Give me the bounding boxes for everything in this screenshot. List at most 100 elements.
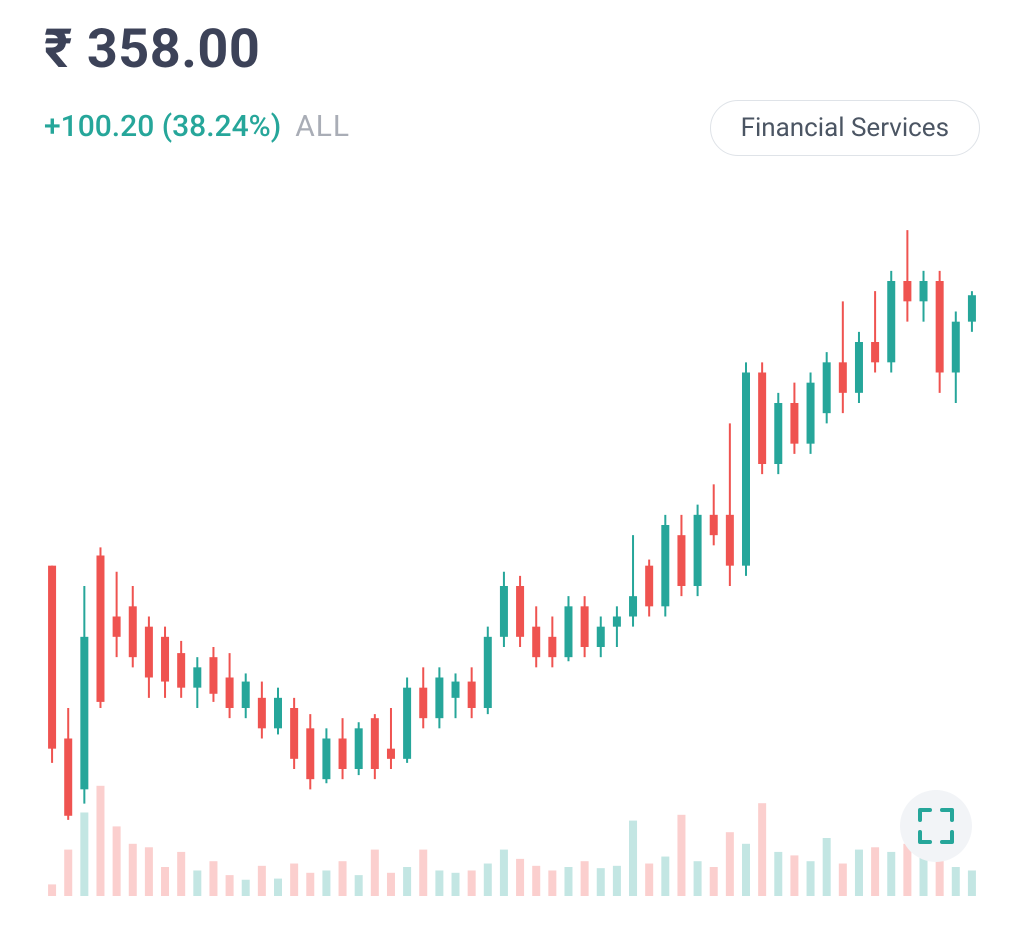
expand-icon (916, 806, 956, 846)
current-price: ₹ 358.00 (44, 18, 980, 81)
candle-body (500, 586, 508, 637)
candle-body (661, 525, 669, 606)
volume-bar (129, 844, 137, 896)
candle-body (645, 566, 653, 607)
candle-body (435, 678, 443, 719)
candle-body (274, 698, 282, 729)
volume-bar (774, 852, 782, 896)
candle-body (548, 637, 556, 657)
volume-bar (226, 875, 234, 896)
volume-bar (952, 867, 960, 896)
candle-body (161, 637, 169, 682)
volume-bar (452, 873, 460, 896)
candle-body (242, 682, 250, 708)
candle-body (694, 515, 702, 586)
volume-bar (645, 864, 653, 896)
volume-bar (871, 847, 879, 896)
sector-tag[interactable]: Financial Services (710, 100, 980, 156)
candle-body (774, 403, 782, 464)
volume-bar (839, 864, 847, 896)
time-period-label[interactable]: ALL (295, 109, 350, 144)
candle-body (936, 281, 944, 373)
candle-body (871, 342, 879, 362)
volume-bar (145, 847, 153, 896)
candle-body (48, 566, 56, 749)
candle-body (129, 606, 137, 657)
expand-chart-button[interactable] (900, 790, 972, 862)
volume-bar (887, 852, 895, 896)
candlestick-chart-svg[interactable] (44, 220, 980, 896)
volume-bar (548, 870, 556, 896)
candle-body (226, 678, 234, 709)
volume-bar (516, 859, 524, 896)
candle-body (64, 739, 72, 816)
candle-body (306, 728, 314, 779)
volume-bar (177, 852, 185, 896)
volume-bar (403, 867, 411, 896)
volume-bar (790, 855, 798, 896)
volume-bar (371, 850, 379, 896)
candle-body (209, 657, 217, 694)
candle-body (532, 627, 540, 658)
candle-body (80, 637, 88, 790)
candle-body (742, 373, 750, 566)
candle-body (177, 653, 185, 688)
candle-body (290, 708, 298, 759)
volume-bar (290, 864, 298, 896)
candle-body (387, 749, 395, 759)
candle-body (258, 698, 266, 729)
volume-bar (274, 879, 282, 896)
candle-body (726, 515, 734, 566)
candle-body (823, 362, 831, 413)
volume-bar (209, 861, 217, 896)
volume-bar (564, 867, 572, 896)
candle-body (790, 403, 798, 444)
volume-bar (710, 867, 718, 896)
volume-bar (322, 870, 330, 896)
candle-body (564, 606, 572, 657)
volume-bar (306, 873, 314, 896)
candle-body (839, 362, 847, 393)
volume-bar (468, 870, 476, 896)
volume-bar (726, 832, 734, 896)
volume-bar (968, 870, 976, 896)
volume-bar (161, 867, 169, 896)
volume-bar (613, 866, 621, 896)
stock-chart-screen: ₹ 358.00 +100.20 (38.24%) ALL Financial … (0, 0, 1024, 928)
candle-body (484, 637, 492, 708)
volume-bar (80, 812, 88, 896)
volume-bar (339, 861, 347, 896)
volume-bar (758, 803, 766, 896)
volume-bar (435, 870, 443, 896)
candle-body (371, 718, 379, 769)
candle-body (193, 667, 201, 687)
candle-body (968, 295, 976, 321)
volume-bar (242, 880, 250, 896)
volume-bar (807, 861, 815, 896)
candle-body (581, 606, 589, 647)
candle-body (920, 281, 928, 301)
volume-bar (500, 850, 508, 896)
candle-body (419, 688, 427, 719)
candle-body (629, 596, 637, 616)
volume-bar (64, 850, 72, 896)
volume-bar (419, 850, 427, 896)
candle-body (452, 682, 460, 698)
volume-bar (258, 866, 266, 896)
volume-bar (113, 826, 121, 896)
price-chart[interactable] (44, 220, 980, 896)
candle-body (403, 688, 411, 759)
candle-body (597, 627, 605, 647)
candle-body (677, 535, 685, 586)
candle-body (468, 682, 476, 708)
candle-body (903, 281, 911, 301)
candle-body (613, 617, 621, 627)
candle-body (96, 556, 104, 702)
volume-bar (484, 864, 492, 896)
candle-body (758, 373, 766, 465)
volume-bar (855, 850, 863, 896)
volume-bar (96, 786, 104, 896)
candle-body (952, 322, 960, 373)
volume-bar (48, 884, 56, 896)
volume-bar (355, 875, 363, 896)
